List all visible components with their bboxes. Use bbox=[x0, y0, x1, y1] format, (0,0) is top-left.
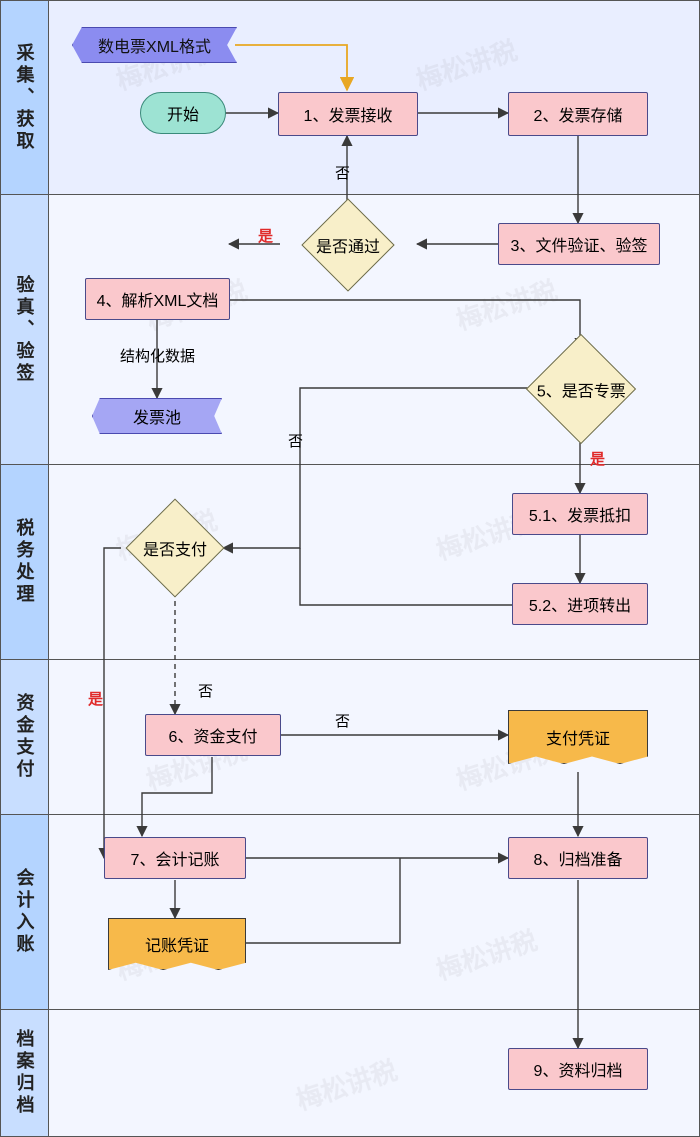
node-5-1: 5.1、发票抵扣 bbox=[512, 493, 648, 535]
node-3-verify: 3、文件验证、验签 bbox=[498, 223, 660, 265]
label-yes-1: 是 bbox=[258, 225, 273, 246]
label-yes-2: 是 bbox=[590, 448, 605, 469]
node-4-parse: 4、解析XML文档 bbox=[85, 278, 230, 320]
node-9-archive: 9、资料归档 bbox=[508, 1048, 648, 1090]
label-struct-data: 结构化数据 bbox=[120, 345, 195, 366]
label-no-4: 否 bbox=[335, 710, 350, 731]
svg-text:梅松讲税: 梅松讲税 bbox=[453, 275, 561, 336]
node-start: 开始 bbox=[140, 92, 226, 134]
svg-text:梅松讲税: 梅松讲税 bbox=[413, 35, 521, 96]
node-8-prep: 8、归档准备 bbox=[508, 837, 648, 879]
svg-text:梅松讲税: 梅松讲税 bbox=[433, 925, 541, 986]
node-6-pay: 6、资金支付 bbox=[145, 714, 281, 756]
flowchart-canvas: 采集、获取 验真、验签 税务处理 资金支付 会计入账 档案归档 梅松讲税 梅松讲… bbox=[0, 0, 700, 1137]
node-acct-doc: 记账凭证 bbox=[108, 918, 246, 970]
node-7-account: 7、会计记账 bbox=[104, 837, 246, 879]
node-5-2: 5.2、进项转出 bbox=[512, 583, 648, 625]
svg-text:梅松讲税: 梅松讲税 bbox=[293, 1055, 401, 1116]
label-no-1: 否 bbox=[335, 162, 350, 183]
label-yes-3: 是 bbox=[88, 688, 103, 709]
label-no-3: 否 bbox=[198, 680, 213, 701]
label-no-2: 否 bbox=[288, 430, 303, 451]
node-pool: 发票池 bbox=[92, 398, 222, 434]
node-pay-doc: 支付凭证 bbox=[508, 710, 648, 764]
node-xml-format: 数电票XML格式 bbox=[72, 27, 237, 63]
node-1-receive: 1、发票接收 bbox=[278, 92, 418, 136]
node-2-store: 2、发票存储 bbox=[508, 92, 648, 136]
